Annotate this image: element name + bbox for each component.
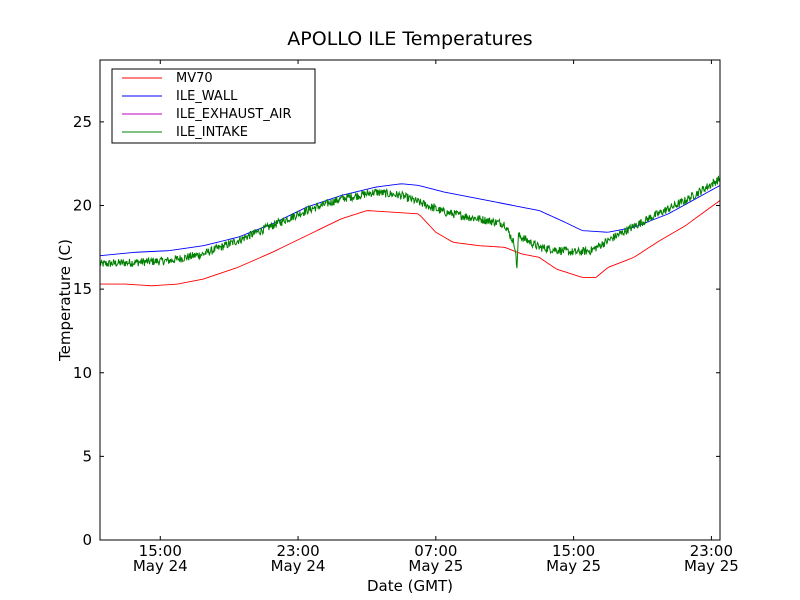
y-tick-label: 25 <box>73 113 92 131</box>
series-line-ile-wall <box>99 183 721 257</box>
y-tick-label: 15 <box>73 280 92 298</box>
x-tick-label-date: May 24 <box>271 557 326 575</box>
legend-box <box>111 68 316 144</box>
x-tick-label-time: 15:00 <box>139 542 182 560</box>
legend-label: ILE_WALL <box>176 89 238 104</box>
y-tick-label: 10 <box>73 364 92 382</box>
x-tick-label-date: May 24 <box>133 557 188 575</box>
series-layer <box>99 175 721 287</box>
y-tick-label: 20 <box>73 197 92 215</box>
x-tick-label-date: May 25 <box>408 557 463 575</box>
x-tick-label-date: May 25 <box>684 557 739 575</box>
x-tick-label-time: 07:00 <box>414 542 457 560</box>
legend-label: ILE_EXHAUST_AIR <box>176 107 292 122</box>
x-tick-label-time: 15:00 <box>552 542 595 560</box>
x-axis-title: Date (GMT) <box>367 577 453 595</box>
x-tick-label-time: 23:00 <box>690 542 733 560</box>
legend: MV70 ILE_WALL ILE_EXHAUST_AIR ILE_INTAKE <box>111 68 316 144</box>
x-tick-label-date: May 25 <box>546 557 601 575</box>
series-line-ile-intake <box>99 175 721 269</box>
y-tick-label: 0 <box>82 531 92 549</box>
series-line-mv70 <box>100 200 721 287</box>
chart-title: APOLLO ILE Temperatures <box>287 28 532 50</box>
legend-label: MV70 <box>176 71 213 86</box>
y-axis-title: Temperature (C) <box>56 239 74 362</box>
plot-frame <box>99 59 721 541</box>
x-tick-label-time: 23:00 <box>276 542 319 560</box>
legend-label: ILE_INTAKE <box>176 125 248 140</box>
y-tick-label: 5 <box>82 447 92 465</box>
